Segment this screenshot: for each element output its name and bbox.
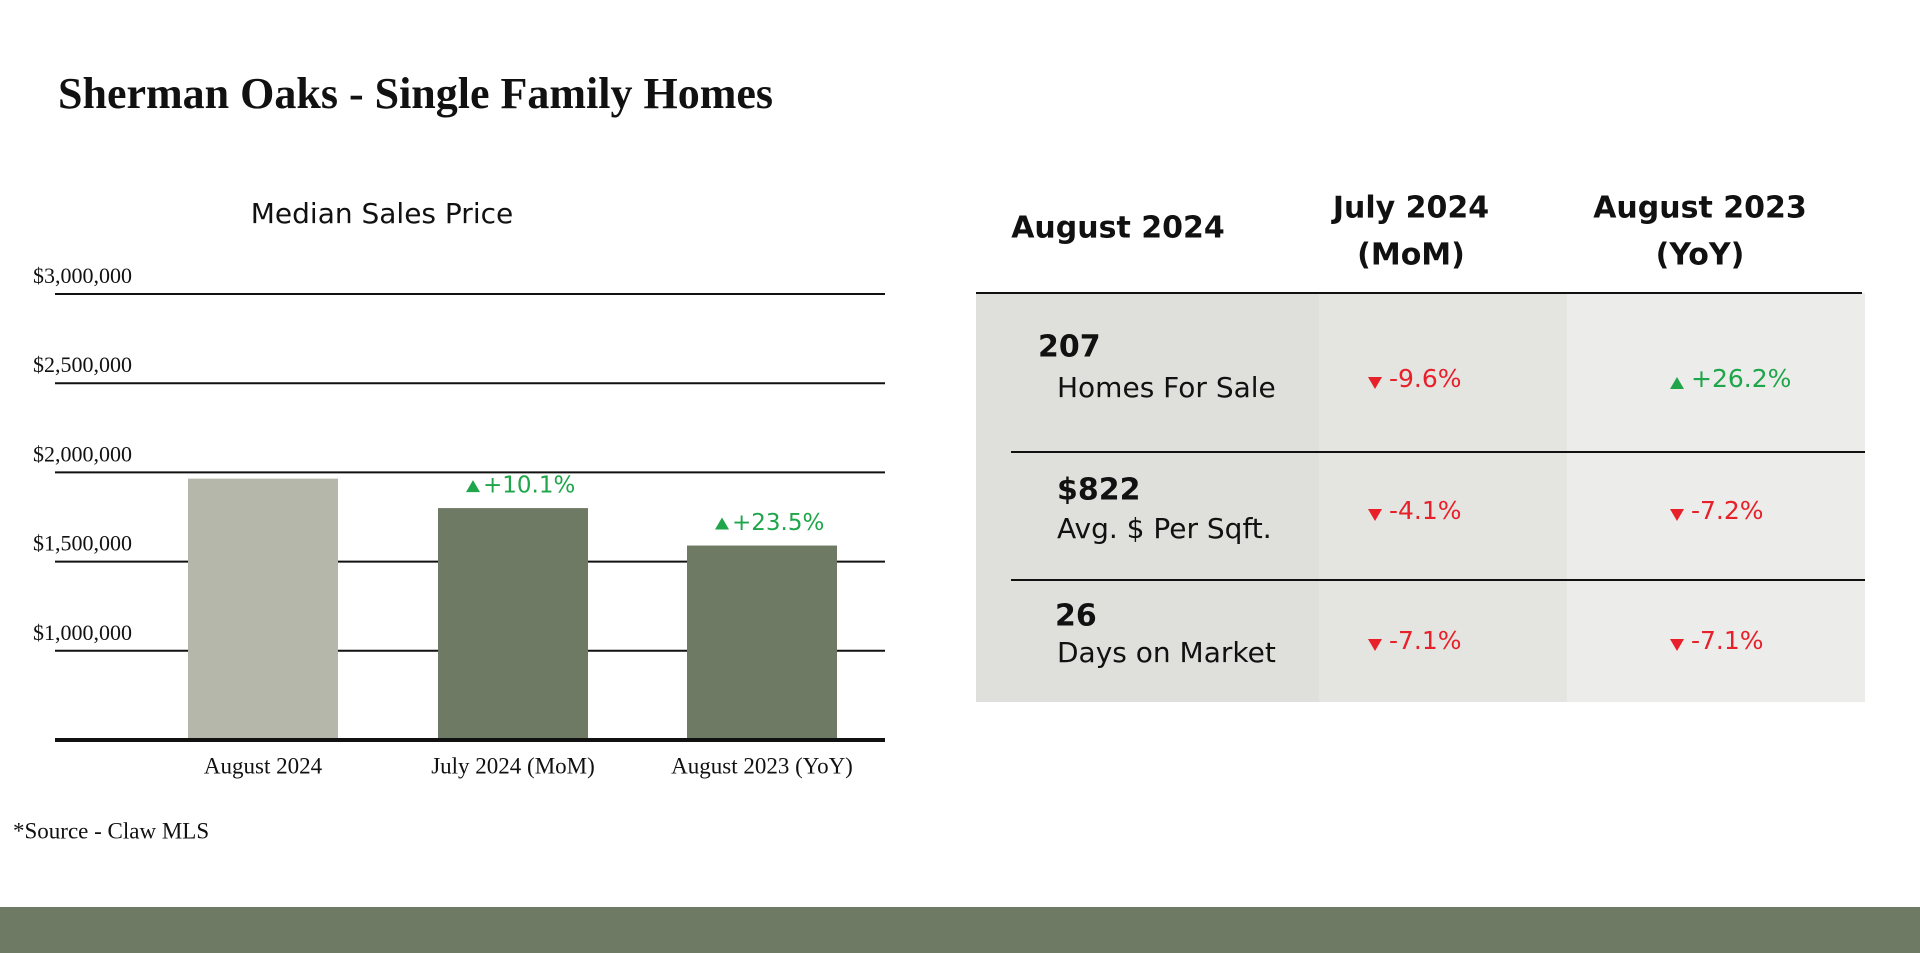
y-tick-label: $3,000,000 <box>33 263 132 288</box>
bar <box>438 508 588 740</box>
metric-value: $822 <box>1057 473 1141 508</box>
metric-label: Avg. $ Per Sqft. <box>1057 512 1272 545</box>
change-value: -7.1% <box>1691 626 1764 655</box>
change-value: -7.1% <box>1389 626 1462 655</box>
x-tick-label: August 2024 <box>204 753 323 778</box>
y-tick-label: $1,000,000 <box>33 620 132 645</box>
table-header: August 2024 <box>1011 211 1225 246</box>
change-value: +26.2% <box>1691 364 1791 393</box>
metric-value: 26 <box>1055 599 1097 634</box>
x-tick-label: August 2023 (YoY) <box>671 753 853 778</box>
footer-band <box>0 907 1920 953</box>
change-label: +10.1% <box>483 473 575 499</box>
metric-label: Days on Market <box>1057 636 1276 669</box>
trend-down-icon <box>1368 377 1382 389</box>
metric-label: Homes For Sale <box>1057 371 1276 404</box>
y-tick-label: $2,500,000 <box>33 352 132 377</box>
trend-up-icon <box>466 480 480 493</box>
table-header: (MoM) <box>1357 238 1465 273</box>
y-tick-label: $1,500,000 <box>33 531 132 556</box>
x-tick-label: July 2024 (MoM) <box>431 753 595 778</box>
change-label: +23.5% <box>732 510 824 536</box>
change-value: -4.1% <box>1389 496 1462 525</box>
table-cell-bg <box>1567 293 1865 702</box>
chart-title: Median Sales Price <box>251 197 513 230</box>
trend-up-icon <box>1670 377 1684 389</box>
bar <box>687 545 837 740</box>
page-title: Sherman Oaks - Single Family Homes <box>58 69 773 118</box>
table-header: (YoY) <box>1656 238 1745 273</box>
trend-down-icon <box>1670 509 1684 521</box>
table-header: August 2023 <box>1593 191 1807 226</box>
bar <box>188 478 338 740</box>
source-note: *Source - Claw MLS <box>13 818 209 843</box>
trend-down-icon <box>1368 639 1382 651</box>
y-tick-label: $2,000,000 <box>33 441 132 466</box>
trend-up-icon <box>715 517 729 530</box>
table-header: July 2024 <box>1331 191 1489 226</box>
table-cell-bg <box>1319 293 1567 702</box>
metric-value: 207 <box>1038 330 1101 365</box>
trend-down-icon <box>1368 509 1382 521</box>
change-value: -9.6% <box>1389 364 1462 393</box>
trend-down-icon <box>1670 639 1684 651</box>
change-value: -7.2% <box>1691 496 1764 525</box>
table-cell-bg <box>976 293 1319 702</box>
